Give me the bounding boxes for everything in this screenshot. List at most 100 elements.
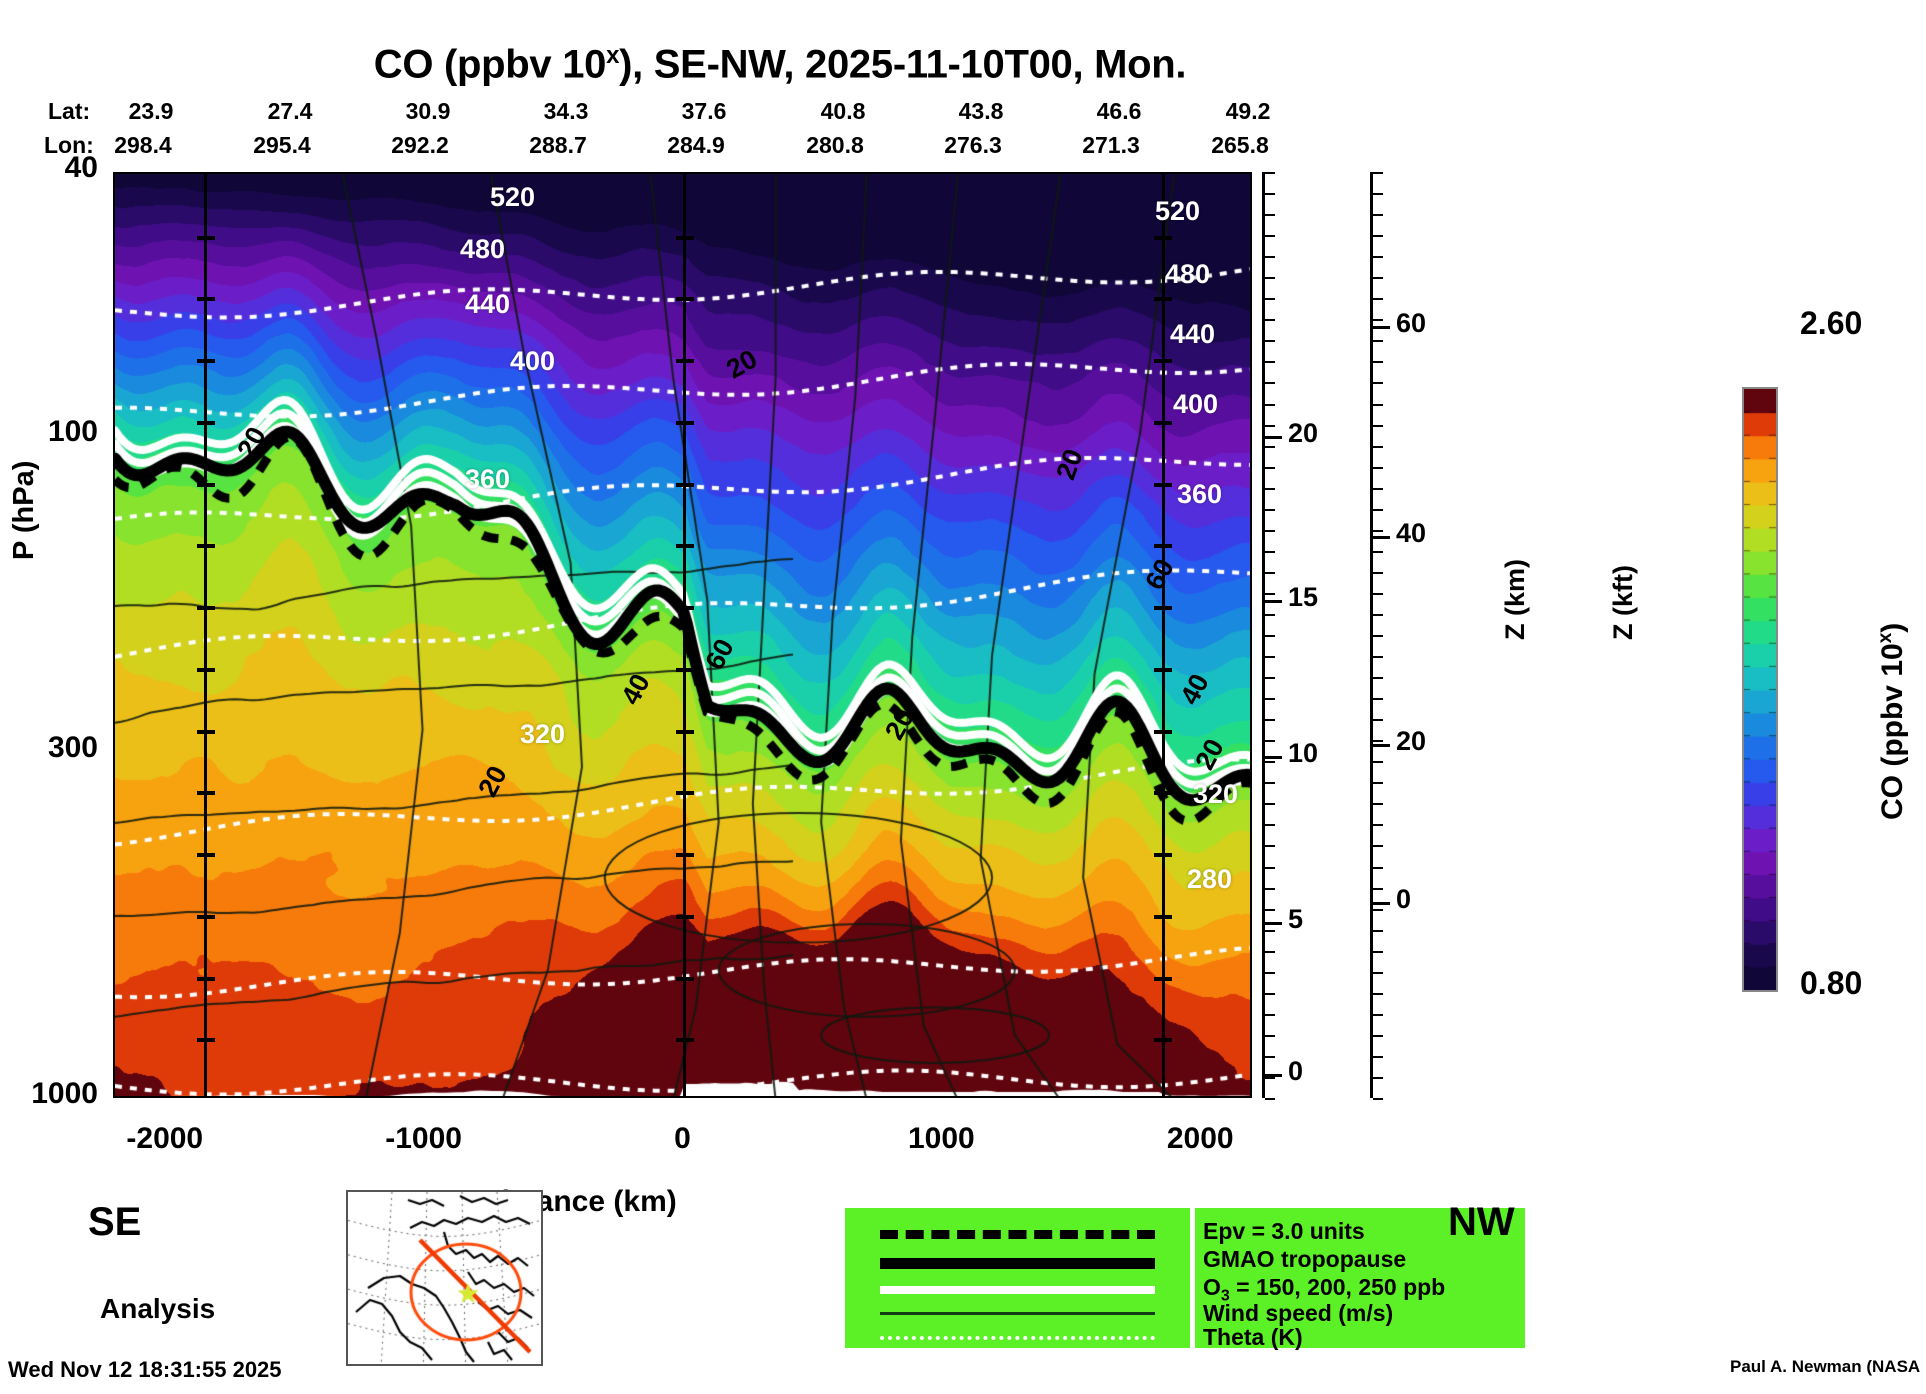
nw-direction-label: NW <box>1448 1200 1515 1244</box>
inset-location-map[interactable] <box>346 1190 543 1366</box>
z-kft-tick-minor <box>1373 529 1383 532</box>
z-kft-tick-minor <box>1373 466 1383 469</box>
lon-value-1: 295.4 <box>253 132 311 158</box>
cross-section-plot[interactable]: 520 520 480 480 440 440 400 400 360 360 320 320 280 2… <box>113 172 1252 1098</box>
y-tick-minor <box>113 901 115 903</box>
x-tick-minor <box>840 1096 842 1098</box>
lon-value-0: 298.4 <box>114 132 172 158</box>
z-km-tick <box>1265 756 1282 759</box>
z-km-label-0: 20 <box>1288 418 1319 448</box>
z-km-tick-minor <box>1265 172 1275 174</box>
x-tick-top <box>1099 172 1101 174</box>
theta-contour-label-480-1: 480 <box>1165 259 1211 289</box>
z-km-tick-minor <box>1265 235 1275 238</box>
vertical-marker-tick <box>1154 606 1173 611</box>
x-tick-top <box>219 172 221 174</box>
z-kft-axis-title: Z (kft) <box>1608 565 1638 640</box>
z-kft-tick-minor <box>1373 824 1383 827</box>
vertical-marker-line <box>683 174 686 1096</box>
x-tick-minor <box>400 1096 402 1098</box>
vertical-marker-tick <box>675 667 694 672</box>
x-tick-top <box>710 172 712 174</box>
z-km-tick-minor <box>1265 382 1275 385</box>
vertical-marker-tick <box>675 235 694 240</box>
z-km-tick-minor <box>1265 950 1275 953</box>
theta-contour-label-520-0: 520 <box>490 182 536 212</box>
vertical-marker-tick <box>1154 914 1173 919</box>
vertical-marker-tick <box>196 791 215 796</box>
lat-value-5: 40.8 <box>820 98 866 124</box>
z-km-tick-minor <box>1265 466 1275 469</box>
y-tick-minor <box>1250 291 1252 293</box>
x-tick-minor <box>1099 1096 1101 1098</box>
z-km-tick-minor <box>1265 845 1275 848</box>
x-tick-minor <box>529 1096 531 1098</box>
z-kft-tick-minor <box>1373 1076 1383 1079</box>
z-km-tick-minor <box>1265 656 1275 659</box>
z-kft-tick-minor <box>1373 550 1383 553</box>
x-tick-minor <box>659 1096 661 1098</box>
legend-swatch-thick-white <box>880 1286 1155 1294</box>
y-tick-minor <box>1250 997 1252 999</box>
z-km-tick-minor <box>1265 635 1275 637</box>
legend-swatch-thin-black <box>880 1312 1155 1315</box>
z-kft-label-0: 60 <box>1396 308 1427 338</box>
x-tick-minor <box>969 1096 971 1098</box>
legend-swatch-dotted-white <box>880 1336 1155 1340</box>
y-tick-minor <box>1250 953 1252 955</box>
y-tick-minor <box>1250 637 1252 639</box>
y-tick-label-1000: 1000 <box>31 1077 98 1110</box>
x-tick-top <box>1047 172 1049 174</box>
x-tick-top <box>1021 172 1023 174</box>
y-tick-major <box>1250 438 1252 441</box>
z-kft-tick-minor <box>1373 1013 1383 1016</box>
x-tick-minor <box>374 1096 376 1098</box>
x-tick-top <box>348 172 350 174</box>
z-kft-tick-minor <box>1373 971 1383 974</box>
z-km-tick-minor <box>1265 887 1275 890</box>
z-km-tick-minor <box>1265 298 1275 301</box>
vertical-marker-tick <box>675 853 694 858</box>
lon-value-2: 292.2 <box>391 132 449 158</box>
y-tick-minor <box>1250 836 1252 838</box>
theta-contour-label-360-1: 360 <box>1177 479 1223 509</box>
z-kft-tick-minor <box>1373 866 1383 869</box>
z-kft-tick-minor <box>1373 845 1383 848</box>
x-tick-minor <box>193 1096 195 1098</box>
lon-value-6: 276.3 <box>944 132 1002 158</box>
x-tick-top <box>270 172 272 174</box>
co-contour-field <box>115 174 1250 1096</box>
lat-value-6: 43.8 <box>958 98 1004 124</box>
y-tick-minor <box>113 335 115 337</box>
x-tick-top <box>659 172 661 174</box>
se-direction-label: SE <box>88 1200 142 1244</box>
y-tick-major <box>1250 754 1252 757</box>
title-suffix: ), SE-NW, 2025-11-10T00, Mon. <box>619 42 1187 87</box>
z-kft-tick-minor <box>1373 677 1383 680</box>
x-tick-minor <box>1021 1096 1023 1098</box>
z-km-tick-minor <box>1265 340 1275 343</box>
theta-contour-label-480-0: 480 <box>460 234 506 264</box>
z-kft-tick-minor <box>1373 319 1383 322</box>
z-kft-tick-minor <box>1373 277 1383 280</box>
x-tick-top <box>1202 172 1204 174</box>
x-tick-minor <box>141 1096 143 1098</box>
z-kft-tick <box>1373 902 1390 905</box>
x-tick-top <box>452 172 454 174</box>
z-km-tick-minor <box>1265 803 1275 806</box>
x-tick-minor <box>115 1096 117 1098</box>
lat-value-8: 49.2 <box>1225 98 1271 124</box>
x-tick-top <box>995 172 997 174</box>
inset-map-canvas <box>348 1192 541 1364</box>
z-km-tick-minor <box>1265 256 1275 259</box>
x-tick-minor <box>1228 1096 1230 1098</box>
z-kft-tick-minor <box>1373 298 1383 301</box>
x-tick-top <box>633 172 635 174</box>
lon-row-label: Lon: <box>44 132 94 158</box>
z-km-tick-minor <box>1265 277 1275 280</box>
z-kft-tick-minor <box>1373 929 1383 932</box>
z-km-axis-spine <box>1262 172 1265 1098</box>
vertical-marker-tick <box>196 729 215 734</box>
lat-row-label: Lat: <box>48 98 91 124</box>
z-kft-tick <box>1373 536 1390 539</box>
